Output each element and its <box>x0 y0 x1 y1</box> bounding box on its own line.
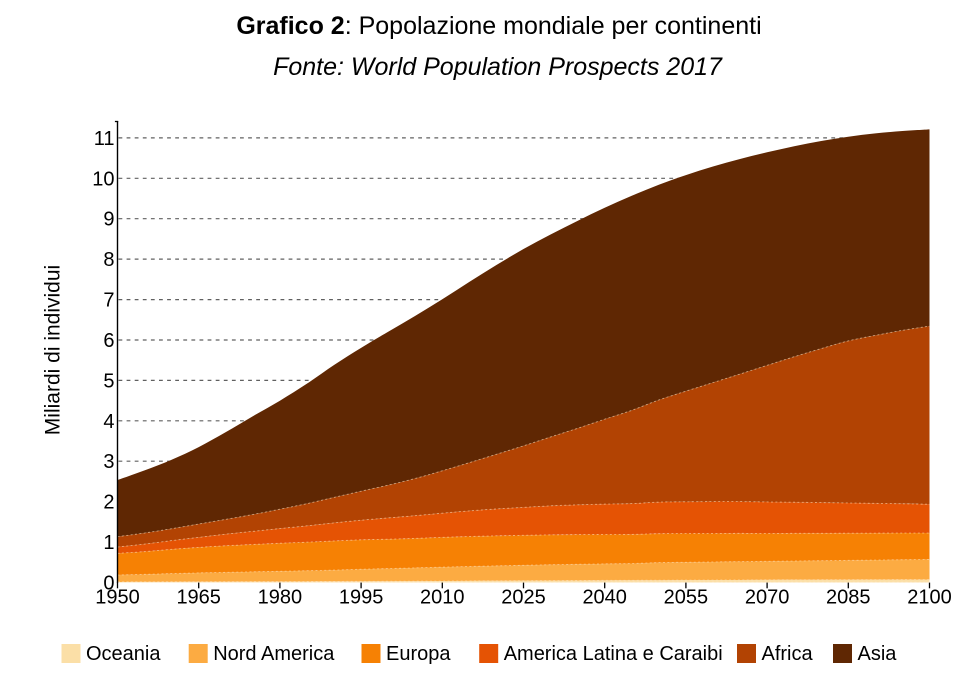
svg-text:4: 4 <box>103 411 114 433</box>
svg-text:2040: 2040 <box>582 587 627 609</box>
svg-text:2010: 2010 <box>420 587 465 609</box>
svg-text:Oceania: Oceania <box>86 643 161 665</box>
svg-text:6: 6 <box>103 330 114 352</box>
svg-text:1965: 1965 <box>176 587 221 609</box>
svg-text:1950: 1950 <box>95 587 140 609</box>
svg-text:0: 0 <box>103 573 114 595</box>
svg-text:Asia: Asia <box>858 643 898 665</box>
svg-text:9: 9 <box>103 209 114 231</box>
svg-text:5: 5 <box>103 370 114 392</box>
svg-text:1995: 1995 <box>339 587 384 609</box>
svg-text:2085: 2085 <box>826 587 871 609</box>
svg-text:Europa: Europa <box>386 643 451 665</box>
svg-text:8: 8 <box>103 249 114 271</box>
svg-text:1: 1 <box>103 532 114 554</box>
svg-text:Grafico 2: Popolazione mondial: Grafico 2: Popolazione mondiale per cont… <box>236 12 761 40</box>
svg-text:2055: 2055 <box>664 587 709 609</box>
svg-text:Nord America: Nord America <box>213 643 335 665</box>
svg-text:America Latina e Caraibi: America Latina e Caraibi <box>504 643 723 665</box>
svg-text:Miliardi di individui: Miliardi di individui <box>42 265 65 435</box>
svg-text:Africa: Africa <box>762 643 814 665</box>
svg-text:2025: 2025 <box>501 587 546 609</box>
svg-text:2100: 2100 <box>907 587 952 609</box>
svg-text:2070: 2070 <box>745 587 790 609</box>
svg-text:10: 10 <box>92 168 114 190</box>
svg-text:Fonte: World Population Prospe: Fonte: World Population Prospects 2017 <box>273 53 723 81</box>
svg-text:3: 3 <box>103 451 114 473</box>
svg-text:1980: 1980 <box>258 587 303 609</box>
svg-text:2: 2 <box>103 492 114 514</box>
svg-text:11: 11 <box>94 128 115 150</box>
svg-text:7: 7 <box>103 290 114 312</box>
